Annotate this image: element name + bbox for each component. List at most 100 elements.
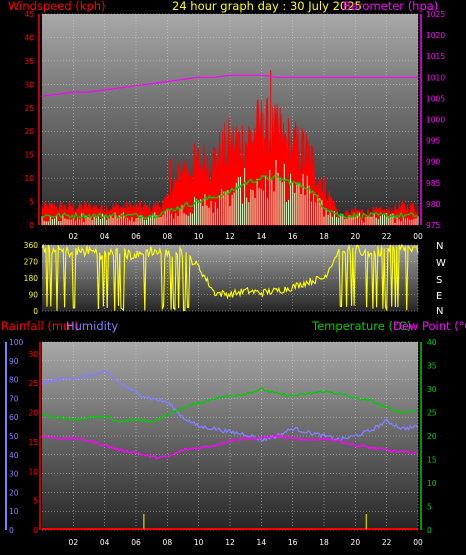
graph-title: 24 hour graph day : 30 July 2025 [172,0,362,13]
x-tick-label: 12 [225,232,235,241]
x-tick-label: 02 [69,232,79,241]
y-tick-label-direction: 360 [24,241,39,250]
x-tick-label: 18 [319,538,329,547]
x-tick-label: 14 [257,232,267,241]
x-tick-label: 08 [163,232,173,241]
wind-direction-line [41,243,419,312]
x-tick-label: 00 [413,232,423,241]
y-tick-label-humidity: 30 [9,470,19,479]
y-tick-label-temp: 5 [427,503,432,512]
windspeed-axis-label: Windspeed (kph) [8,0,106,13]
x-tick-label: 16 [288,232,298,241]
y-tick-label-baro: 1025 [426,10,445,19]
y-tick-label-rain: 20 [28,409,38,418]
y-tick-label-humidity: 70 [9,394,19,403]
y-tick-label-baro: 995 [426,137,441,146]
y-tick-label-baro: 1000 [426,116,445,125]
x-tick-label: 08 [163,538,173,547]
direction-label-s: S [436,275,442,286]
direction-label-e: E [436,291,442,302]
x-tick-label: 22 [382,538,392,547]
y-tick-label-humidity: 20 [9,488,19,497]
x-tick-label: 14 [257,538,267,547]
y-tick-label-direction: 0 [33,307,38,316]
y-tick-label-direction: 270 [24,258,39,267]
x-tick-label: 20 [351,538,361,547]
temp-panel-grid [42,341,419,531]
y-tick-label-wind: 5 [29,198,34,207]
y-tick-label-temp: 40 [427,338,437,347]
direction-label-n-top: N [436,241,443,252]
wind-barometer-panel: 0510152025303540459759809859909951000100… [24,10,445,241]
y-tick-label-temp: 10 [427,479,437,488]
temp-panel-axes: 0102030405060708090100051015202530051015… [5,338,437,547]
y-tick-label-rain: 10 [28,467,38,476]
temp-humidity-panel: 0102030405060708090100051015202530051015… [5,338,437,547]
y-tick-label-wind: 30 [24,80,34,89]
rainfall-axis-label: Rainfall (mm) [1,319,79,333]
y-tick-label-wind: 0 [29,221,34,230]
y-tick-label-baro: 985 [426,179,441,188]
wind-panel-axes: 0510152025303540459759809859909951000100… [24,10,445,241]
temperature-line [41,387,419,424]
y-tick-label-temp: 35 [427,362,437,371]
x-tick-label: 04 [100,538,110,547]
x-tick-label: 10 [194,538,204,547]
y-tick-label-wind: 25 [24,104,34,113]
y-tick-label-baro: 1020 [426,31,445,40]
y-tick-label-wind: 15 [24,151,34,160]
y-tick-label-humidity: 10 [9,507,19,516]
y-tick-label-humidity: 0 [9,526,14,535]
dewpoint-line [41,434,419,460]
y-tick-label-baro: 1010 [426,73,445,82]
y-tick-label-rain: 30 [28,350,38,359]
x-tick-label: 20 [351,232,361,241]
y-tick-label-baro: 980 [426,200,441,209]
x-tick-label: 06 [131,232,141,241]
y-tick-label-rain: 0 [33,526,38,535]
windspeed-area [41,97,419,226]
x-tick-label: 18 [319,232,329,241]
y-tick-label-temp: 0 [427,526,432,535]
direction-panel-axes: 0 90 180 270 360 [24,241,39,316]
y-tick-label-humidity: 90 [9,357,19,366]
direction-label-w: W [436,258,446,269]
wind-direction-panel: 0 90 180 270 360 N W S E N [24,241,446,317]
x-tick-label: 04 [100,232,110,241]
y-tick-label-humidity: 50 [9,432,19,441]
humidity-axis-label: Humidity [66,319,118,333]
x-tick-label: 10 [194,232,204,241]
y-tick-label-wind: 20 [24,127,34,136]
temp-panel-marks [41,369,419,530]
y-tick-label-temp: 25 [427,409,437,418]
y-tick-label-direction: 180 [24,274,39,283]
y-tick-label-rain: 15 [28,438,38,447]
y-tick-label-direction: 90 [28,291,38,300]
y-tick-label-humidity: 60 [9,413,19,422]
x-tick-label: 06 [131,538,141,547]
y-tick-label-baro: 1005 [426,94,445,103]
y-tick-label-temp: 20 [427,432,437,441]
y-tick-label-baro: 990 [426,158,441,167]
y-tick-label-baro: 1015 [426,52,445,61]
y-tick-label-rain: 5 [33,497,38,506]
y-tick-label-wind: 45 [24,10,34,19]
y-tick-label-temp: 30 [427,385,437,394]
y-tick-label-wind: 35 [24,57,34,66]
x-tick-label: 00 [413,538,423,547]
dewpoint-axis-label: Dew Point (°C) [393,319,466,333]
x-tick-label: 02 [69,538,79,547]
y-tick-label-rain: 25 [28,379,38,388]
x-tick-label: 22 [382,232,392,241]
y-tick-label-wind: 40 [24,33,34,42]
y-tick-label-temp: 15 [427,456,437,465]
y-tick-label-humidity: 40 [9,451,19,460]
x-tick-label: 12 [225,538,235,547]
temperature-axis-label: Temperature (°C) [311,319,411,333]
barometer-axis-label: Barometer (hpa) [343,0,438,13]
direction-label-n-bottom: N [436,306,443,317]
y-tick-label-wind: 10 [24,174,34,183]
y-tick-label-humidity: 100 [9,338,24,347]
